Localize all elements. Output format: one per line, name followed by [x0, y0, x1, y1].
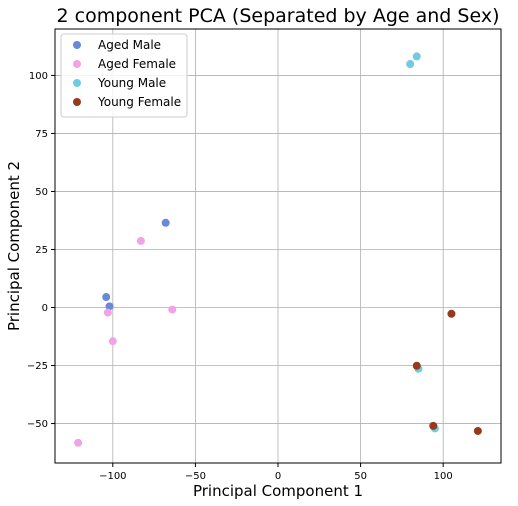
- y-tick-label: 0: [42, 303, 48, 314]
- data-point: [412, 361, 421, 370]
- legend-label: Aged Male: [98, 38, 161, 52]
- data-point: [429, 421, 438, 430]
- data-point: [406, 60, 415, 69]
- data-point: [161, 218, 170, 227]
- y-tick-label: 100: [29, 71, 48, 82]
- data-point: [473, 426, 482, 435]
- legend-marker: [73, 98, 81, 106]
- x-axis-label: Principal Component 1: [193, 482, 363, 500]
- y-tick-label: 50: [35, 187, 48, 198]
- y-tick-label: 25: [35, 245, 48, 256]
- legend-label: Young Male: [97, 76, 166, 90]
- data-point: [105, 302, 114, 311]
- data-point: [108, 337, 117, 346]
- y-tick-label: −50: [27, 419, 48, 430]
- plot-frame: [54, 28, 502, 464]
- y-axis-label: Principal Component 2: [5, 161, 23, 331]
- data-point: [103, 308, 112, 317]
- x-tick-label: 100: [434, 471, 453, 482]
- data-point: [74, 438, 83, 447]
- data-point: [102, 293, 111, 302]
- legend: Aged Male Aged Female Young Male Young Fema…: [60, 33, 188, 118]
- x-tick-label: 50: [354, 471, 367, 482]
- legend-label: Aged Female: [98, 57, 176, 71]
- x-tick-label: −50: [185, 471, 206, 482]
- legend-marker: [73, 60, 81, 68]
- chart-title: 2 component PCA (Separated by Age and Se…: [57, 5, 500, 27]
- legend-box: [60, 33, 188, 118]
- data-point: [136, 236, 145, 245]
- legend-marker: [73, 79, 81, 87]
- axes: −100 −50 0 50 100 −50 −25 0 25 50 75 100: [27, 28, 502, 482]
- legend-marker: [73, 41, 81, 49]
- x-tick-label: 0: [275, 471, 281, 482]
- data-point: [412, 52, 421, 61]
- grid: [55, 29, 501, 463]
- y-tick-label: −25: [27, 361, 48, 372]
- y-tick-label: 75: [35, 129, 48, 140]
- data-point: [168, 305, 177, 314]
- data-point: [447, 309, 456, 318]
- legend-label: Young Female: [97, 95, 181, 109]
- data-points: [74, 52, 482, 447]
- x-tick-label: −100: [99, 471, 126, 482]
